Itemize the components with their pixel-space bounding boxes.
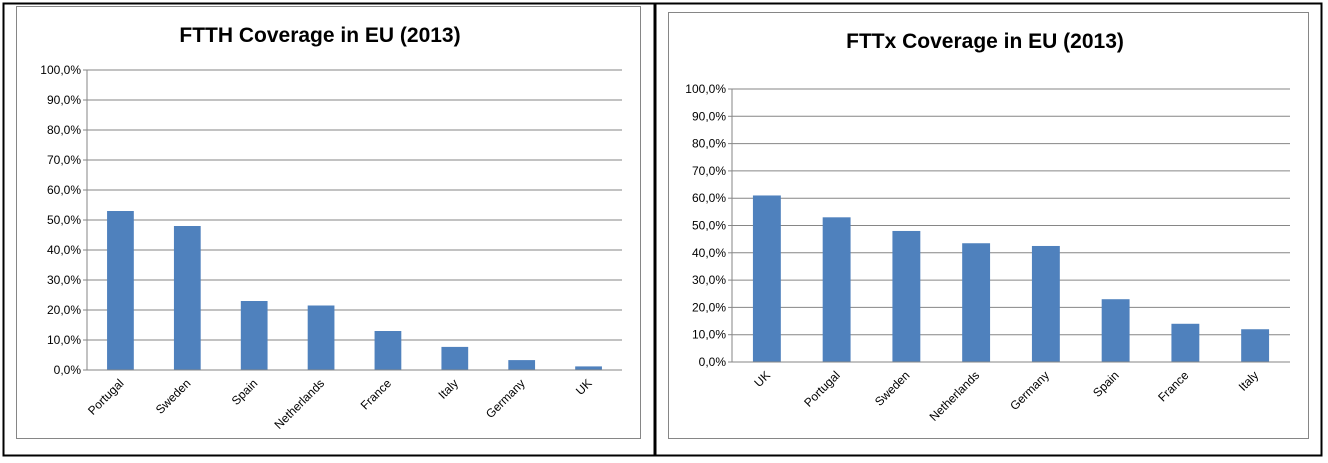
y-tick-label: 30,0% bbox=[692, 273, 726, 287]
y-tick-label: 70,0% bbox=[692, 164, 726, 178]
y-tick-label: 80,0% bbox=[692, 137, 726, 151]
bar bbox=[962, 243, 991, 362]
y-tick-label: 60,0% bbox=[47, 183, 81, 197]
bar bbox=[173, 226, 201, 370]
y-tick-label: 80,0% bbox=[47, 123, 81, 137]
y-tick-label: 30,0% bbox=[47, 273, 81, 287]
bar bbox=[1031, 245, 1060, 362]
y-tick-label: 60,0% bbox=[692, 191, 726, 205]
bar bbox=[374, 331, 402, 370]
bar bbox=[575, 366, 602, 370]
y-tick-label: 100,0% bbox=[40, 63, 81, 77]
y-tick-label: 0,0% bbox=[699, 355, 727, 369]
frame bbox=[2, 2, 1323, 457]
bar bbox=[441, 346, 469, 370]
bar bbox=[508, 360, 536, 370]
y-tick-label: 10,0% bbox=[47, 333, 81, 347]
y-tick-label: 90,0% bbox=[47, 93, 81, 107]
bar bbox=[752, 195, 781, 362]
y-tick-label: 70,0% bbox=[47, 153, 81, 167]
y-tick-label: 0,0% bbox=[54, 363, 82, 377]
bar bbox=[107, 211, 134, 370]
bar bbox=[822, 217, 851, 362]
bar bbox=[1241, 329, 1270, 362]
y-tick-label: 10,0% bbox=[692, 328, 726, 342]
bar bbox=[240, 301, 268, 370]
y-tick-label: 40,0% bbox=[692, 246, 726, 260]
y-tick-label: 20,0% bbox=[47, 303, 81, 317]
bar bbox=[307, 305, 335, 370]
bar bbox=[1101, 299, 1130, 362]
y-tick-label: 50,0% bbox=[692, 219, 726, 233]
bar bbox=[1171, 323, 1200, 362]
bar bbox=[892, 230, 921, 362]
y-tick-label: 90,0% bbox=[692, 109, 726, 123]
y-tick-label: 20,0% bbox=[692, 300, 726, 314]
chart-title: FTTx Coverage in EU (2013) bbox=[846, 30, 1124, 53]
chart-title: FTTH Coverage in EU (2013) bbox=[179, 24, 460, 47]
y-tick-label: 40,0% bbox=[47, 243, 81, 257]
y-tick-label: 50,0% bbox=[47, 213, 81, 227]
y-tick-label: 100,0% bbox=[685, 82, 726, 96]
